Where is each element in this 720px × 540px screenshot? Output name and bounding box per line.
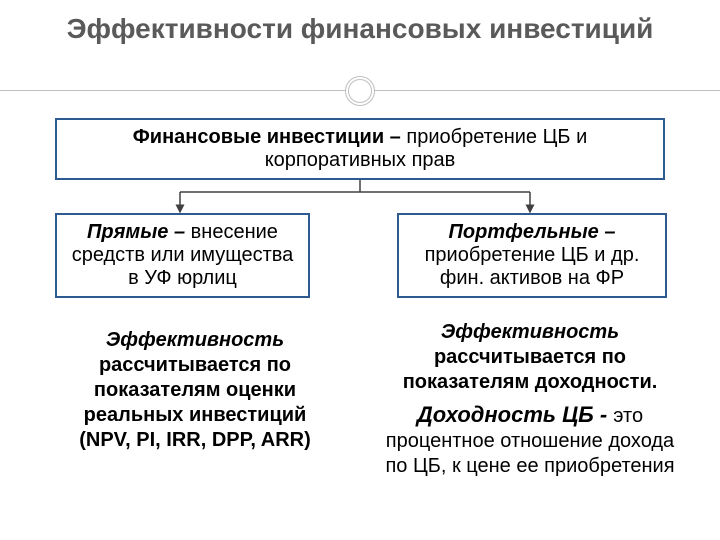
left-text-body2: (NPV, PI, IRR, DPP, ARR): [55, 428, 335, 453]
circle-ornament: [345, 76, 375, 106]
main-box-label-bold: Финансовые инвестиции –: [133, 126, 407, 148]
right-box: Портфельные – приобретение ЦБ и др. фин.…: [397, 213, 667, 298]
left-text-block: Эффективность рассчитывается по показате…: [55, 328, 335, 453]
left-text-body1: рассчитывается по показателям оценки реа…: [55, 353, 335, 428]
left-box: Прямые – внесение средств или имущества …: [55, 213, 310, 298]
slide: { "title": "Эффективности финансовых инв…: [0, 0, 720, 540]
right-box-label-rest: приобретение ЦБ и др. фин. активов на ФР: [425, 244, 640, 289]
right-box-label-bold: Портфельные –: [449, 221, 616, 243]
right-text-heading: Эффективность: [441, 321, 619, 343]
left-text-heading: Эффективность: [55, 328, 335, 353]
right-text-block: Эффективность рассчитывается по показате…: [375, 320, 685, 479]
main-definition-box: Финансовые инвестиции – приобретение ЦБ …: [55, 118, 665, 180]
slide-title: Эффективности финансовых инвестиций: [0, 0, 720, 45]
left-box-label-bold: Прямые –: [87, 221, 191, 243]
right-text-body1: рассчитывается по показателям доходности…: [375, 345, 685, 395]
right-text-subheading: Доходность ЦБ -: [417, 402, 613, 427]
